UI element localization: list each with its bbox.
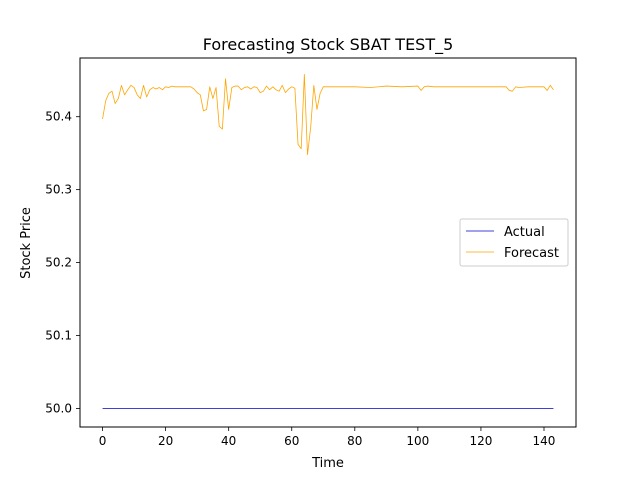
x-tick-label: 120 — [469, 434, 492, 448]
x-tick-label: 0 — [99, 434, 107, 448]
legend-label-actual: Actual — [504, 225, 545, 240]
legend: Actual Forecast — [459, 218, 569, 267]
x-tick-label: 100 — [406, 434, 429, 448]
y-tick-label: 50.4 — [45, 110, 72, 124]
x-tick-label: 80 — [347, 434, 362, 448]
y-tick-label: 50.2 — [45, 256, 72, 270]
axes-frame — [79, 57, 577, 428]
y-tick-label: 50.1 — [45, 328, 72, 342]
x-tick-label: 60 — [284, 434, 299, 448]
y-axis-label: Stock Price — [19, 207, 34, 279]
x-axis: 0 20 40 60 80 100 120 140 — [99, 427, 556, 448]
legend-label-forecast: Forecast — [504, 246, 559, 261]
y-tick-label: 50.0 — [45, 401, 72, 415]
y-tick-label: 50.3 — [45, 183, 72, 197]
plot-area — [102, 74, 554, 409]
x-axis-label: Time — [311, 456, 344, 471]
x-tick-label: 140 — [533, 434, 556, 448]
x-tick-label: 20 — [158, 434, 173, 448]
x-tick-label: 40 — [221, 434, 236, 448]
y-axis: 50.0 50.1 50.2 50.3 50.4 — [45, 110, 80, 415]
chart-title: Forecasting Stock SBAT TEST_5 — [203, 35, 454, 55]
series-line-forecast — [102, 74, 554, 156]
